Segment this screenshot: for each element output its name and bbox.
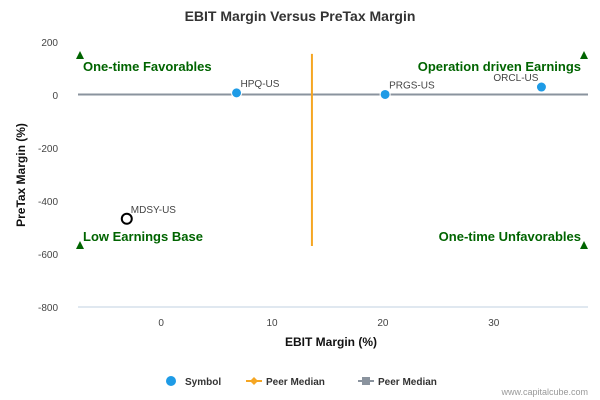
quadrant-label-bottom-right: One-time Unfavorables	[439, 229, 581, 244]
point-label: MDSY-US	[131, 205, 177, 216]
x-tick-label: 20	[377, 318, 389, 329]
y-tick-labels: 200 0 -200 -400 -600 -800	[38, 38, 58, 314]
quadrant-marker-bottom-right	[580, 241, 588, 249]
y-tick-label: 0	[52, 91, 58, 102]
point-hpq-us[interactable]	[231, 87, 243, 99]
point-orcl-us[interactable]	[535, 81, 547, 93]
y-axis-title: PreTax Margin (%)	[14, 123, 28, 227]
quadrant-label-top-right: Operation driven Earnings	[418, 59, 581, 74]
plot-area: 200 0 -200 -400 -600 -800 0 10 20 30 One-time Fa…	[38, 38, 588, 329]
quadrant-label-top-left: One-time Favorables	[83, 59, 212, 74]
y-tick-label: -800	[38, 303, 58, 314]
point-prgs-us[interactable]	[379, 88, 391, 100]
y-tick-label: -600	[38, 250, 58, 261]
credit-text: www.capitalcube.com	[500, 387, 588, 397]
quadrant-label-bottom-left: Low Earnings Base	[83, 229, 203, 244]
chart-title: EBIT Margin Versus PreTax Margin	[185, 8, 416, 24]
point-mdsy-us[interactable]	[120, 212, 133, 225]
legend-symbol-icon	[166, 376, 176, 386]
legend-item-label[interactable]: Symbol	[185, 377, 221, 388]
quadrant-markers	[76, 51, 588, 249]
x-tick-labels: 0 10 20 30	[158, 318, 499, 329]
quadrant-marker-bottom-left	[76, 241, 84, 249]
x-axis-title: EBIT Margin (%)	[285, 335, 377, 349]
quadrant-marker-top-right	[580, 51, 588, 59]
legend: Symbol Peer Median Peer Median	[166, 376, 437, 388]
y-tick-label: -200	[38, 144, 58, 155]
point-label: ORCL-US	[493, 73, 538, 84]
quadrant-marker-top-left	[76, 51, 84, 59]
legend-diamond-icon	[250, 377, 258, 385]
y-tick-label: -400	[38, 197, 58, 208]
x-tick-label: 0	[158, 318, 164, 329]
legend-item-label[interactable]: Peer Median	[266, 377, 325, 388]
point-label: PRGS-US	[389, 80, 435, 91]
data-points: HPQ-US PRGS-US ORCL-US MDSY-US	[120, 73, 547, 225]
x-tick-label: 10	[266, 318, 278, 329]
point-label: HPQ-US	[241, 79, 280, 90]
x-tick-label: 30	[488, 318, 500, 329]
legend-item-label[interactable]: Peer Median	[378, 377, 437, 388]
legend-square-icon	[362, 377, 370, 385]
y-tick-label: 200	[41, 38, 58, 49]
